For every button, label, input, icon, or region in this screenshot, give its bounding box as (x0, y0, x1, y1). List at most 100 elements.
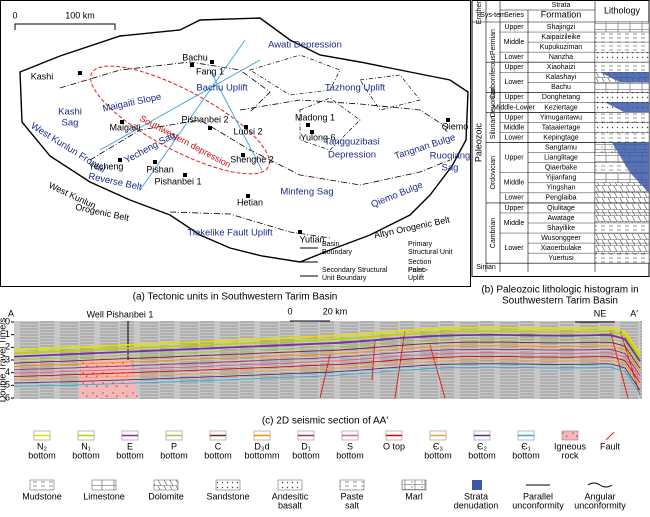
legend-swatch (587, 482, 613, 488)
series: Middle (504, 39, 525, 46)
map-label: Sag (62, 118, 79, 129)
formation: Nanzha (549, 54, 573, 61)
formation: Shajingzi (547, 24, 576, 31)
label: Andesitic (272, 491, 309, 501)
series: Upper (504, 155, 524, 162)
label: Igneous (554, 441, 587, 451)
series: Upper (504, 205, 524, 212)
horizon (13, 330, 641, 359)
map-label: Pishanbei 2 (181, 114, 228, 124)
map-label: Kashi (31, 71, 54, 81)
series: Lower (504, 245, 524, 252)
series: Middle-Lower (493, 104, 536, 111)
label: Section (408, 259, 431, 266)
label: Uplift (408, 275, 424, 282)
map-label: Pishanbei 1 (154, 176, 201, 186)
label: O top (383, 441, 405, 451)
horizon (13, 352, 641, 380)
formation: Yimugantawu (540, 114, 582, 121)
section-line (99, 39, 263, 191)
section-end: A′ (630, 308, 638, 318)
map-scale (14, 23, 116, 30)
series: Lower (504, 54, 524, 61)
label: bottomm (244, 450, 279, 460)
label: denudation (454, 500, 499, 510)
formation: Qiulitage (547, 205, 575, 212)
caption: (a) Tectonic units in Southwestern Tarim… (133, 292, 338, 303)
formation: Qiaerbake (545, 165, 577, 172)
series: Upper (504, 114, 524, 121)
legend-swatch (339, 479, 365, 491)
legend-swatch (153, 479, 179, 491)
label: Paste (340, 491, 363, 501)
denudation (600, 72, 649, 193)
legend-swatch (29, 479, 55, 491)
formation: Penglaiba (545, 195, 576, 202)
label: bottom (160, 450, 188, 460)
lithology (594, 232, 650, 244)
label: E (127, 441, 133, 451)
formation: Yingshan (547, 185, 576, 192)
map-label: Sag (442, 163, 459, 174)
label: Sandstone (206, 491, 249, 501)
y-tick-label: 5 (5, 380, 10, 390)
well (298, 230, 302, 234)
label: Marl (405, 491, 423, 501)
label: bottom (336, 450, 364, 460)
label: Boundary (322, 249, 352, 256)
label: bottom (512, 450, 540, 460)
formation: Kalashayi (546, 74, 577, 81)
label: unconformity (512, 500, 564, 510)
scale-label: 100 km (65, 10, 95, 20)
y-tick-label: 1 (5, 329, 10, 339)
well (241, 153, 245, 157)
lithology (594, 82, 650, 93)
well (120, 120, 124, 124)
horizon (13, 363, 641, 391)
igneous-body (78, 358, 138, 398)
label: N₁ (81, 441, 91, 451)
label: Paleo- (408, 267, 429, 274)
label: Unit Boundary (322, 275, 367, 282)
well (78, 71, 82, 75)
lithology (594, 112, 650, 123)
map-label: Tazhong Uplift (325, 83, 386, 94)
system: Sinian (476, 264, 496, 271)
map-label: Yutian (299, 234, 324, 244)
y-tick-label: 2 (5, 342, 10, 352)
system: Silurian (490, 116, 497, 139)
formation: Kepingtage (543, 134, 579, 141)
label: Parallel (523, 491, 553, 501)
well (210, 60, 214, 64)
system: Ordovician (490, 156, 497, 190)
formation: Yijianfang (546, 175, 577, 182)
label: bottom (292, 450, 320, 460)
label: Point (408, 267, 424, 274)
formation: Awatage (547, 215, 574, 222)
legend-swatch (277, 479, 303, 491)
map-label: Kashi (58, 107, 82, 118)
label: Є₂ (477, 441, 487, 451)
map-label: Luosi 2 (233, 126, 262, 136)
system: Permian (490, 29, 497, 55)
label: Southwestern Tarim Basin (502, 296, 618, 307)
legend-swatch (561, 430, 579, 441)
formation: Xiaoerbulake (541, 245, 582, 252)
formation: Xiaohaizi (547, 64, 576, 71)
series: Upper (504, 64, 524, 71)
system: Cambrian (490, 218, 497, 248)
y-tick-label: 6 (5, 392, 10, 402)
series: Lower (504, 134, 524, 141)
series: Middle (504, 220, 525, 227)
lithology (594, 192, 650, 204)
horizon (13, 348, 641, 376)
map-label: Qiemo (442, 121, 469, 131)
lithology (594, 41, 650, 53)
map-label: Fang 1 (196, 66, 224, 76)
y-tick-label: 3 (5, 354, 10, 364)
label: Secondary Structural (322, 267, 388, 274)
label: unconformity (574, 500, 626, 510)
well-label: Well Pishanbei 1 (87, 309, 154, 319)
lithology (594, 52, 650, 63)
